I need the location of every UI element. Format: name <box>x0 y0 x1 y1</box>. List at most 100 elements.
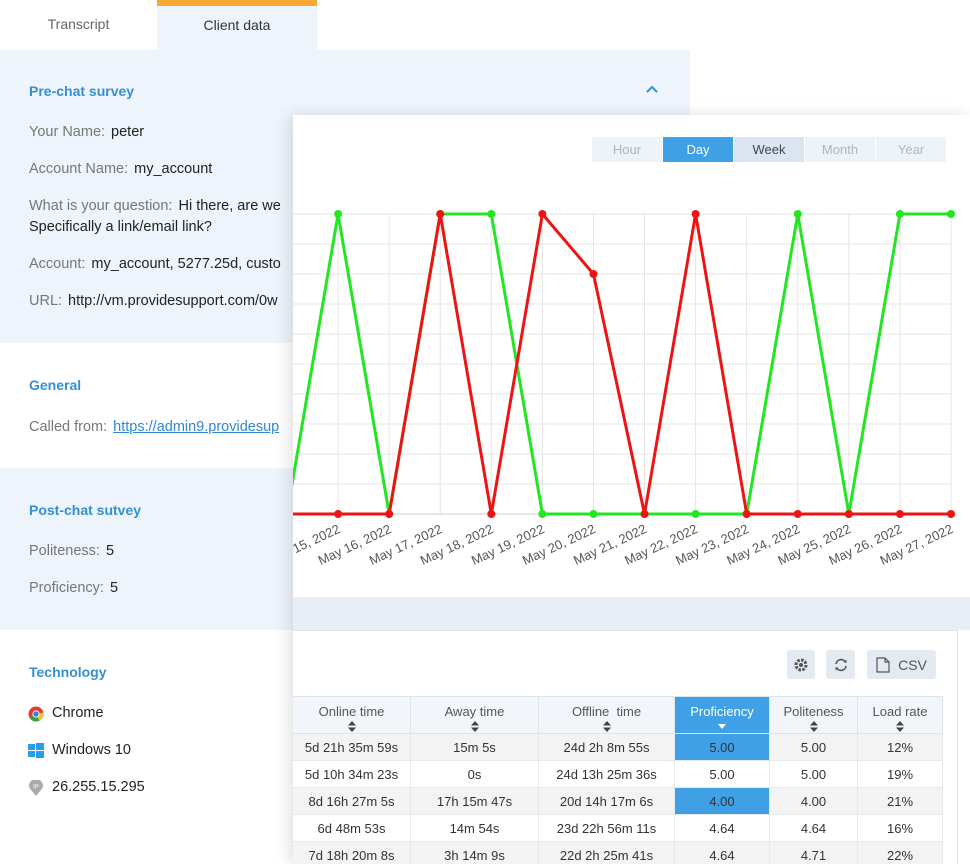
point <box>640 510 649 518</box>
column-header[interactable]: Offline time <box>538 696 675 734</box>
tab-active[interactable]: Client data <box>157 0 317 50</box>
range-button[interactable]: Hour <box>592 137 662 162</box>
point <box>895 210 904 218</box>
column-header[interactable]: Politeness <box>769 696 858 734</box>
header-label: Away time <box>444 704 505 719</box>
divider <box>293 597 970 630</box>
field: URL: http://vm.providesupport.com/0w <box>29 293 278 309</box>
table-cell: 21% <box>857 787 943 815</box>
sort-icon <box>347 721 356 732</box>
csv-button[interactable]: CSV <box>867 650 936 679</box>
column-header[interactable]: Load rate <box>857 696 943 734</box>
point <box>385 510 394 518</box>
point <box>334 510 343 518</box>
point <box>742 510 751 518</box>
section-title: General <box>29 377 82 393</box>
field: Politeness: 5 <box>29 543 114 559</box>
field-label: Your Name: <box>29 124 106 140</box>
table-cell: 4.00 <box>769 787 858 815</box>
table-cell: 4.64 <box>674 841 770 864</box>
range-button[interactable]: Month <box>805 137 875 162</box>
point <box>334 210 343 218</box>
column-header[interactable]: Proficiency <box>674 696 770 734</box>
point <box>487 210 496 218</box>
table-cell: 19% <box>857 760 943 788</box>
table-cell: 5.00 <box>769 733 858 761</box>
header-label: Online time <box>318 704 385 719</box>
table-cell: 4.71 <box>769 841 858 864</box>
field-label: What is your question: <box>29 198 173 214</box>
field: Account Name: my_account <box>29 161 212 177</box>
table-cell: 3h 14m 9s <box>410 841 539 864</box>
table-cell: 5.00 <box>674 733 770 761</box>
table-cell: 17h 15m 47s <box>410 787 539 815</box>
field-label: Politeness: <box>29 543 100 559</box>
table-cell: 14m 54s <box>410 814 539 842</box>
column-header[interactable]: Away time <box>410 696 539 734</box>
table-row: 5d 10h 34m 23s 0s 24d 13h 25m 36s 5.00 5.00 1… <box>293 760 943 788</box>
point <box>589 270 598 278</box>
tech-item: 26.255.15.295 <box>52 779 145 795</box>
field: Your Name: peter <box>29 124 144 140</box>
table-row: 8d 16h 27m 5s 17h 15m 47s 20d 14h 17m 6s 4.… <box>293 787 943 815</box>
range-button[interactable]: Week <box>734 137 804 162</box>
header-label: Offline time <box>571 704 642 719</box>
point <box>691 210 700 218</box>
collapse-icon[interactable] <box>645 84 659 94</box>
point <box>538 510 547 518</box>
field: What is your question: Hi there, are we Sp… <box>29 198 281 235</box>
chrome-icon <box>28 706 44 722</box>
field-value: 5 <box>105 543 115 559</box>
table-row: 6d 48m 53s 14m 54s 23d 22h 56m 11s 4.64 4.64… <box>293 814 943 842</box>
point <box>793 210 802 218</box>
table-cell: 12% <box>857 733 943 761</box>
general-section: General Called from: https://admin9.provi… <box>0 343 690 468</box>
point <box>589 510 598 518</box>
section-title: Technology <box>29 664 107 680</box>
section-title: Post-chat sutvey <box>29 502 142 518</box>
header-row: Online time Away time Offline time Proficie… <box>293 696 943 734</box>
tech-item: Windows 10 <box>52 742 131 758</box>
range-button[interactable]: Year <box>876 137 946 162</box>
field-label: Account Name: <box>29 161 129 177</box>
table-cell: 24d 13h 25m 36s <box>538 760 675 788</box>
field-value: my_account <box>134 161 213 177</box>
table-cell: 24d 2h 8m 55s <box>538 733 675 761</box>
table-cell: 4.64 <box>674 814 770 842</box>
header-label: Proficiency <box>690 704 754 719</box>
field-value-cont: Specifically a link/email link? <box>29 219 212 235</box>
sort-icon <box>718 724 726 729</box>
field-value: 5 <box>109 580 119 596</box>
table-cell: 22% <box>857 841 943 864</box>
table-cell: 4.00 <box>674 787 770 815</box>
sort-icon <box>809 721 818 732</box>
header-label: Load rate <box>872 704 928 719</box>
button-label: CSV <box>898 656 927 673</box>
field-value: http://vm.providesupport.com/0w <box>68 293 278 309</box>
field-value: peter <box>111 124 145 140</box>
technology-section: Technology IP Chrome Windows 10 26.255.15.… <box>0 630 690 864</box>
tech-item: Chrome <box>52 705 104 721</box>
field-value[interactable]: https://admin9.providesup <box>113 419 280 435</box>
point <box>691 510 700 518</box>
tab[interactable]: Transcript <box>47 16 110 32</box>
field-value: my_account, 5277.25d, custo <box>91 256 281 272</box>
settings-button[interactable] <box>787 650 815 679</box>
windows-icon <box>28 743 44 758</box>
table-cell: 5d 10h 34m 23s <box>293 760 411 788</box>
ip-icon: IP <box>29 780 43 796</box>
table-row: 7d 18h 20m 8s 3h 14m 9s 22d 2h 25m 41s 4.64… <box>293 841 943 864</box>
refresh-button[interactable] <box>826 650 855 679</box>
table-cell: 5.00 <box>674 760 770 788</box>
svg-text:IP: IP <box>33 785 39 791</box>
point <box>436 210 445 218</box>
field-label: Called from: <box>29 419 108 435</box>
range-button[interactable]: Day <box>663 137 733 162</box>
point <box>844 510 853 518</box>
table-row: 5d 21h 35m 59s 15m 5s 24d 2h 8m 55s 5.00 5.0… <box>293 733 943 761</box>
table-cell: 5.00 <box>769 760 858 788</box>
column-header[interactable]: Online time <box>293 696 411 734</box>
table-cell: 6d 48m 53s <box>293 814 411 842</box>
point <box>793 510 802 518</box>
